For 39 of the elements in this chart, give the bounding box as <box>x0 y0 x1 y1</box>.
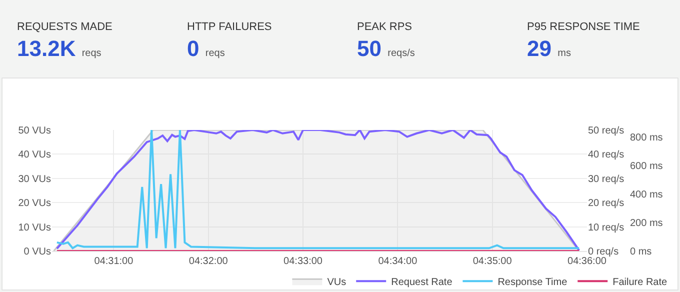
text: 0 <box>187 36 200 61</box>
x-tick-label: 04:34:00 <box>378 256 418 267</box>
y-tick-label: 50 VUs <box>18 126 51 136</box>
y-tick-label: 20 VUs <box>18 198 51 210</box>
x-tick-label: 04:35:00 <box>472 256 512 267</box>
y3-tick-label: 0 ms <box>630 246 652 258</box>
x-tick-label: 04:32:00 <box>188 256 228 267</box>
text: 29 <box>527 36 552 61</box>
y-tick-label: 0 VUs <box>24 246 51 258</box>
y-tick-label: 40 VUs <box>18 150 51 161</box>
text: 13.2K <box>17 36 76 61</box>
legend-label: Failure Rate <box>612 277 668 288</box>
y-tick-label: 30 VUs <box>18 174 51 185</box>
x-tick-label: 04:36:00 <box>568 256 607 267</box>
y3-tick-label: 600 ms <box>630 161 663 172</box>
text: reqs <box>205 48 225 59</box>
legend-label: Request Rate <box>391 277 453 288</box>
x-tick-label: 04:31:00 <box>94 256 134 267</box>
text: reqs <box>82 48 102 59</box>
y2-tick-label: 50 req/s <box>588 126 624 136</box>
y2-tick-label: 30 req/s <box>588 174 624 185</box>
text: REQUESTS MADE <box>17 21 112 33</box>
y2-tick-label: 0 req/s <box>588 246 619 258</box>
x-tick-label: 04:33:00 <box>284 256 323 267</box>
legend-label: VUs <box>327 277 346 288</box>
y3-tick-label: 200 ms <box>630 218 663 230</box>
y2-tick-label: 20 req/s <box>588 198 624 210</box>
y3-tick-label: 400 ms <box>630 190 663 201</box>
text: HTTP FAILURES <box>187 21 272 33</box>
y-tick-label: 10 VUs <box>18 222 51 234</box>
y2-tick-label: 40 req/s <box>588 150 624 161</box>
text: ms <box>558 48 571 59</box>
y2-tick-label: 10 req/s <box>588 222 624 234</box>
legend-label: Response Time <box>498 277 568 288</box>
text: P95 RESPONSE TIME <box>527 21 640 33</box>
text: 50 <box>357 36 382 61</box>
y3-tick-label: 800 ms <box>630 132 663 144</box>
text: reqs/s <box>388 48 415 59</box>
text: PEAK RPS <box>357 21 412 33</box>
